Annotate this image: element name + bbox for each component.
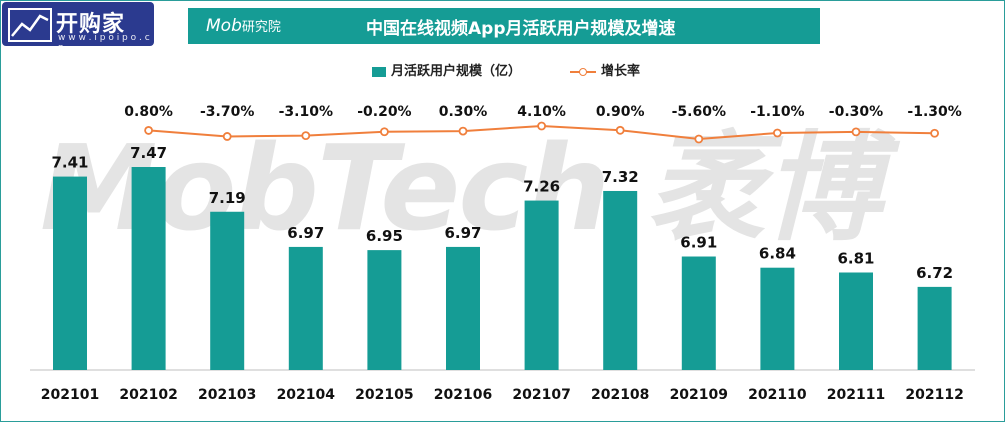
logo-url: w w w . i p o i p o . c n [58,33,150,53]
growth-rate-point [851,127,861,137]
x-tick-label: 202105 [355,387,413,403]
growth-rate-label: -1.30% [907,104,961,120]
bar [603,190,638,370]
bar-value-label: 6.81 [837,249,874,267]
growth-rate-point [694,134,704,144]
growth-rate-label: 4.10% [517,104,566,120]
bar [367,250,402,370]
legend: 月活跃用户规模（亿） 增长率 [0,60,1007,80]
growth-rate-point [537,121,546,131]
bar [839,272,873,370]
bar [917,286,952,370]
bar [210,211,245,370]
growth-rate-point [379,127,389,137]
bar-value-label: 7.26 [523,178,560,196]
growth-rate-point [222,132,232,141]
growth-rate-label: 0.30% [439,104,488,120]
x-tick-label: 202109 [670,387,728,403]
growth-rate-point [615,125,625,135]
legend-bar-label: 月活跃用户规模（亿） [391,64,522,79]
growth-rate-point [301,131,311,141]
x-tick-label: 202106 [434,387,492,403]
bar-value-label: 6.95 [366,227,403,245]
bar [446,246,480,370]
bar-value-label: 7.47 [130,144,167,162]
title-bar: Mob研究院 中国在线视频App月活跃用户规模及增速 [188,8,820,44]
growth-rate-point [930,128,939,138]
bar [760,267,795,370]
growth-rate-point [144,126,154,135]
growth-rate-label: -3.70% [200,104,254,120]
growth-rate-label: -1.10% [750,104,804,120]
brand-suffix: 研究院 [241,20,281,35]
legend-item-bar: 月活跃用户规模（亿） [372,60,521,79]
site-logo: 开购家 w w w . i p o i p o . c n [2,2,154,53]
bar [681,256,716,370]
bar-value-label: 7.19 [209,189,246,207]
chart-title: 中国在线视频App月活跃用户规模及增速 [366,19,676,39]
x-tick-label: 202110 [748,387,807,403]
bar-value-label: 7.41 [51,154,88,172]
brand-logo: Mob研究院 [206,16,281,36]
x-tick-label: 202102 [119,387,177,403]
legend-bar-swatch [372,66,386,77]
watermark: MobTech 袤博 [40,119,881,257]
bar-value-label: 6.97 [287,224,324,242]
growth-rate-label: -0.20% [357,104,411,120]
growth-rate-label: -5.60% [672,104,726,120]
bar-value-label: 6.72 [916,264,953,282]
growth-rate-point [458,126,468,136]
x-tick-label: 202104 [277,387,336,403]
bar-value-label: 6.97 [444,224,481,242]
growth-rate-label: -0.30% [829,104,883,120]
bar-value-label: 6.84 [759,245,796,263]
x-tick-label: 202101 [41,387,99,403]
growth-rate-label: -3.10% [279,104,333,120]
x-tick-label: 202108 [591,387,649,403]
brand-name: Mob [206,16,242,36]
legend-line-swatch [570,67,596,77]
legend-item-line: 增长率 [570,60,640,79]
x-tick-label: 202112 [905,387,963,403]
bar [288,246,323,370]
bar [131,167,166,370]
x-tick-label: 202111 [827,387,885,403]
growth-rate-point [773,128,782,138]
bar [53,176,87,370]
bar-value-label: 7.32 [602,168,639,186]
bar-value-label: 6.91 [680,234,717,252]
x-tick-label: 202107 [512,387,570,403]
logo-text: 开购家 [56,12,126,37]
legend-line-label: 增长率 [601,64,641,79]
line-chart-icon [8,8,52,42]
bar [524,200,559,370]
x-tick-label: 202103 [198,387,256,403]
growth-rate-label: 0.80% [124,104,173,120]
growth-rate-label: 0.90% [596,104,645,120]
